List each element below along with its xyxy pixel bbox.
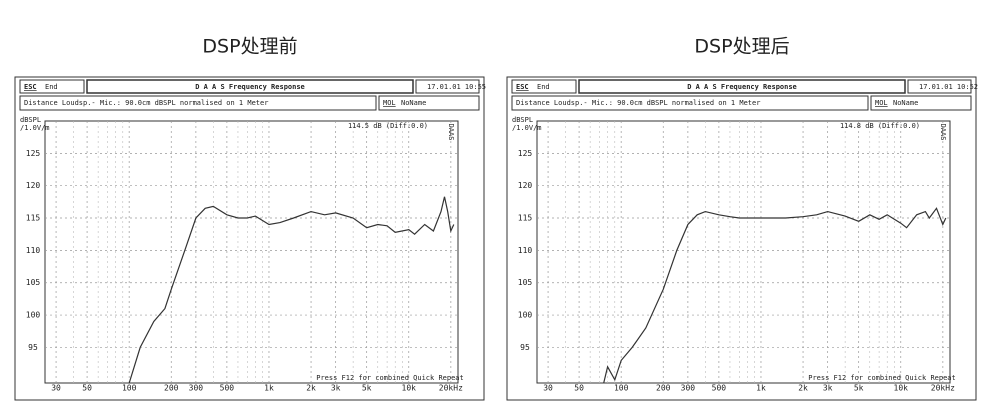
info-box — [19, 95, 377, 111]
y-tick-label: 105 — [26, 278, 41, 287]
y-tick-label: 110 — [26, 246, 41, 255]
y-label: /1.0V/m — [20, 124, 50, 132]
info: Distance Loudsp.- Mic.: 90.0cm dBSPL nor… — [516, 99, 760, 107]
x-tick-label: 3k — [823, 384, 833, 393]
x-tick-label: 100 — [614, 384, 629, 393]
window-frame — [506, 76, 977, 401]
watermark: DAAS — [939, 124, 947, 141]
watermark: DAAS — [447, 124, 455, 141]
y-tick-label: 105 — [518, 278, 533, 287]
chart-title: DSP处理前 — [202, 36, 297, 58]
mic-name: NoName — [893, 99, 918, 107]
x-tick-label: 10k — [894, 384, 909, 393]
mic-name: NoName — [401, 99, 426, 107]
x-tick-label: 300 — [189, 384, 204, 393]
x-tick-label: 5k — [362, 384, 372, 393]
x-tick-label: 50 — [82, 384, 92, 393]
x-tick-label: 30 — [51, 384, 61, 393]
y-tick-label: 95 — [520, 343, 530, 352]
y-tick-label: 115 — [518, 214, 533, 223]
footer: Press F12 for combined Quick Repeat — [808, 374, 956, 382]
timestamp: 17.01.01 10:55 — [427, 83, 486, 91]
toolbar-key: End — [537, 83, 550, 91]
x-tick-label: 2k — [306, 384, 316, 393]
y-tick-label: 95 — [28, 343, 38, 352]
annotation: 114.5 dB (Diff:0.0) — [348, 122, 428, 130]
header-box — [578, 79, 906, 94]
x-tick-label: 20kHz — [931, 384, 955, 393]
y-tick-label: 100 — [26, 311, 41, 320]
header-box — [86, 79, 414, 94]
info-box — [378, 95, 480, 111]
x-tick-label: 200 — [164, 384, 179, 393]
chart-title: DSP处理后 — [694, 36, 789, 58]
x-tick-label: 50 — [574, 384, 584, 393]
response-line — [603, 207, 947, 383]
x-tick-label: 3k — [331, 384, 341, 393]
x-tick-label: 100 — [122, 384, 137, 393]
header-box — [511, 79, 577, 94]
y-tick-label: 110 — [518, 246, 533, 255]
y-label: dBSPL — [20, 116, 41, 124]
toolbar-key: End — [45, 83, 58, 91]
y-tick-label: 120 — [26, 181, 41, 190]
mic-label: MOL — [383, 99, 396, 107]
x-tick-label: 5k — [854, 384, 864, 393]
y-tick-label: 120 — [518, 181, 533, 190]
toolbar-key: ESC — [24, 83, 37, 91]
mic-label: MOL — [875, 99, 888, 107]
plot-area — [536, 120, 951, 384]
y-tick-label: 115 — [26, 214, 41, 223]
y-tick-label: 125 — [26, 149, 41, 158]
info-box — [870, 95, 972, 111]
window-frame — [14, 76, 485, 401]
x-tick-label: 2k — [798, 384, 808, 393]
x-tick-label: 500 — [712, 384, 727, 393]
x-tick-label: 300 — [681, 384, 696, 393]
info-box — [511, 95, 869, 111]
x-tick-label: 500 — [220, 384, 235, 393]
header-box — [415, 79, 480, 94]
x-tick-label: 10k — [402, 384, 417, 393]
x-tick-label: 200 — [656, 384, 671, 393]
x-tick-label: 1k — [756, 384, 766, 393]
window-title: D A A S Frequency Response — [687, 83, 797, 91]
timestamp: 17.01.01 10:52 — [919, 83, 978, 91]
toolbar-key: ESC — [516, 83, 529, 91]
y-tick-label: 100 — [518, 311, 533, 320]
x-tick-label: 20kHz — [439, 384, 463, 393]
window-title: D A A S Frequency Response — [195, 83, 305, 91]
header-box — [19, 79, 85, 94]
y-label: dBSPL — [512, 116, 533, 124]
plot-area — [44, 120, 459, 384]
y-tick-label: 125 — [518, 149, 533, 158]
response-line — [128, 196, 455, 383]
header-box — [907, 79, 972, 94]
info: Distance Loudsp.- Mic.: 90.0cm dBSPL nor… — [24, 99, 268, 107]
x-tick-label: 30 — [543, 384, 553, 393]
annotation: 114.8 dB (Diff:0.0) — [840, 122, 920, 130]
y-label: /1.0V/m — [512, 124, 542, 132]
x-tick-label: 1k — [264, 384, 274, 393]
footer: Press F12 for combined Quick Repeat — [316, 374, 464, 382]
